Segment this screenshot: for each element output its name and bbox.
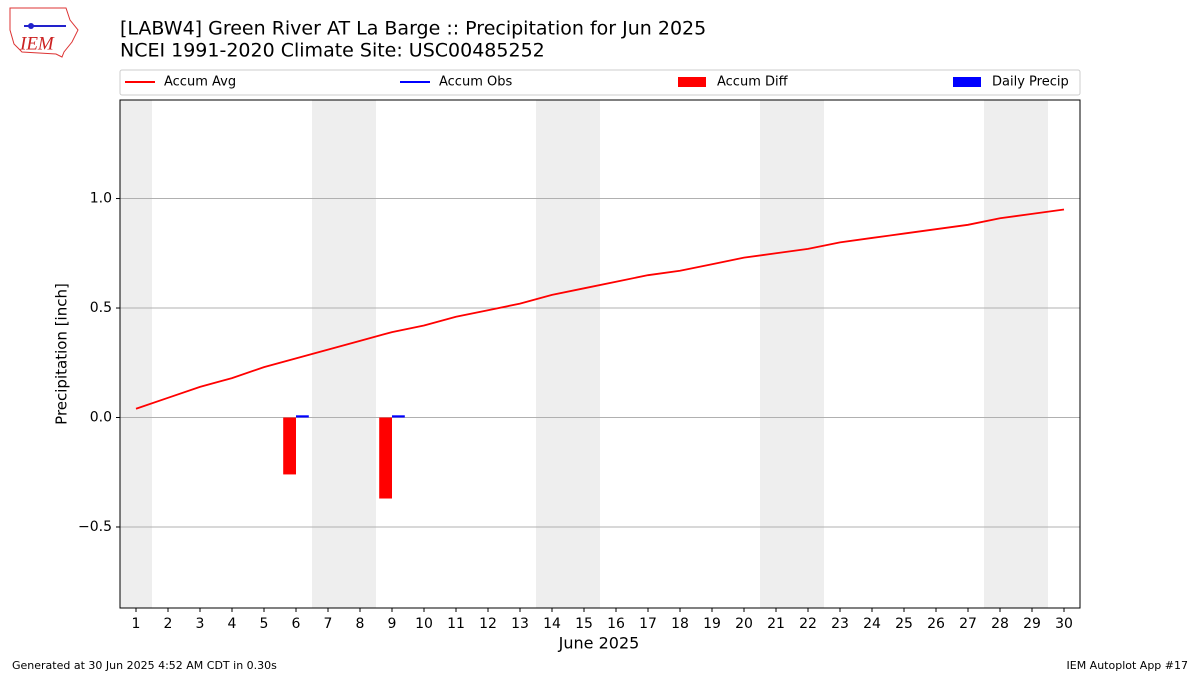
x-tick-label: 22 [799, 616, 817, 632]
x-tick-label: 11 [447, 616, 465, 632]
weekend-shade [760, 100, 792, 608]
x-tick-label: 19 [703, 616, 721, 632]
x-tick-label: 21 [767, 616, 785, 632]
weekend-shade [120, 100, 152, 608]
logo-outline [9, 7, 79, 58]
weekend-shade [344, 100, 376, 608]
bar [379, 417, 392, 499]
legend-label: Daily Precip [992, 75, 1069, 90]
weekend-shade [792, 100, 824, 608]
x-tick-label: 6 [292, 616, 301, 632]
x-tick-label: 14 [543, 616, 561, 632]
footer-left: Generated at 30 Jun 2025 4:52 AM CDT in … [12, 659, 277, 672]
x-tick-label: 23 [831, 616, 849, 632]
legend-label: Accum Obs [439, 75, 512, 90]
x-tick-label: 30 [1055, 616, 1073, 632]
x-tick-label: 5 [260, 616, 269, 632]
logo: IEM [9, 7, 79, 58]
x-tick-label: 20 [735, 616, 753, 632]
x-tick-label: 4 [228, 616, 237, 632]
x-tick-label: 17 [639, 616, 657, 632]
legend-label: Accum Avg [164, 75, 236, 90]
plot-frame [119, 99, 1081, 609]
weekend-shade [536, 100, 568, 608]
x-tick-label: 12 [479, 616, 497, 632]
x-tick-label: 25 [895, 616, 913, 632]
x-tick-label: 18 [671, 616, 689, 632]
x-tick-label: 1 [132, 616, 141, 632]
chart-title: [LABW4] Green River AT La Barge :: Preci… [120, 18, 706, 40]
x-tick-label: 3 [196, 616, 205, 632]
weekend-shade [312, 100, 344, 608]
bar [283, 417, 296, 475]
x-tick-label: 13 [511, 616, 529, 632]
legend-swatch [953, 77, 981, 87]
y-tick-label: 1.0 [90, 191, 112, 207]
y-tick-label: 0.0 [90, 410, 112, 426]
bar [296, 415, 309, 418]
x-tick-label: 7 [324, 616, 333, 632]
bar [392, 415, 405, 418]
chart-subtitle: NCEI 1991-2020 Climate Site: USC00485252 [120, 40, 545, 62]
x-tick-label: 26 [927, 616, 945, 632]
x-tick-label: 9 [388, 616, 397, 632]
footer-right: IEM Autoplot App #17 [1067, 659, 1189, 672]
series-line [135, 208, 1065, 410]
weekend-shade [1016, 100, 1048, 608]
x-tick-label: 16 [607, 616, 625, 632]
x-tick-label: 15 [575, 616, 593, 632]
weekend-shade [568, 100, 600, 608]
weekend-shade [984, 100, 1016, 608]
y-tick-label: −0.5 [78, 519, 112, 535]
legend-box [119, 69, 1081, 96]
legend-swatch [678, 77, 706, 87]
x-tick-label: 2 [164, 616, 173, 632]
x-axis-label: June 2025 [558, 634, 640, 653]
y-tick-label: 0.5 [90, 300, 112, 316]
legend-label: Accum Diff [717, 75, 789, 90]
x-tick-label: 8 [356, 616, 365, 632]
x-tick-label: 27 [959, 616, 977, 632]
x-tick-label: 10 [415, 616, 433, 632]
logo-text: IEM [19, 33, 55, 54]
y-axis-label: Precipitation [inch] [53, 283, 71, 425]
x-tick-label: 29 [1023, 616, 1041, 632]
x-tick-label: 28 [991, 616, 1009, 632]
x-tick-label: 24 [863, 616, 881, 632]
logo-dot [28, 23, 34, 29]
